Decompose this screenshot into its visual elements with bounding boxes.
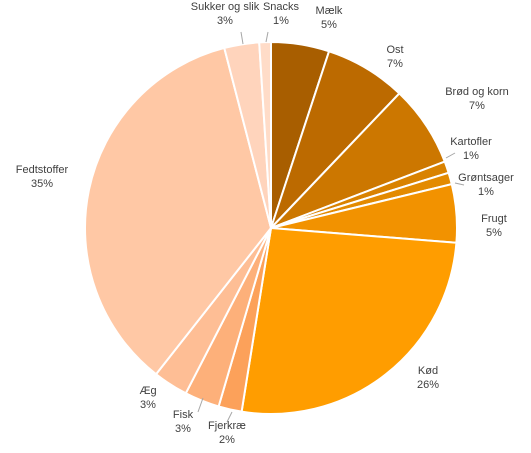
slice-label-percent: 1% (463, 150, 479, 162)
slice-label: Fedtstoffer 35% (16, 164, 69, 190)
slice-label-percent: 2% (219, 434, 235, 446)
slice-label-name: Snacks (263, 1, 300, 13)
slice-label-percent: 1% (478, 186, 494, 198)
slice-label-name: Kød (418, 365, 438, 377)
slice-label-percent: 5% (486, 227, 502, 239)
leader-line (240, 31, 244, 45)
slice-labels: Mælk 5%Ost 7%Brød og korn 7%Kartofler 1%Grøn… (16, 1, 514, 446)
leader-lines (197, 31, 465, 423)
leader-line (265, 31, 269, 43)
slice-label-name: Æg (139, 385, 156, 397)
pie-slices (83, 40, 458, 415)
slice-label: Brød og korn 7% (445, 86, 509, 112)
leader-line (226, 411, 233, 423)
slice-label: Mælk 5% (316, 5, 343, 31)
slice-label: Fjerkræ 2% (208, 420, 246, 446)
slice-label: Fisk 3% (173, 409, 194, 435)
slice-label: Kød 26% (417, 365, 439, 391)
slice-label: Kartofler 1% (450, 136, 492, 162)
slice-label-name: Grøntsager (458, 172, 514, 184)
leader-line (445, 152, 456, 159)
slice-label: Æg 3% (139, 385, 156, 411)
slice-label-percent: 5% (321, 19, 337, 31)
pie-slice-kød (240, 226, 458, 415)
slice-label-name: Ost (386, 44, 403, 56)
slice-label-percent: 7% (469, 100, 485, 112)
slice-label-percent: 26% (417, 379, 439, 391)
slice-label-percent: 35% (31, 178, 53, 190)
slice-label-name: Brød og korn (445, 86, 509, 98)
leader-line (454, 182, 465, 186)
slice-label-name: Kartofler (450, 136, 492, 148)
slice-label-name: Frugt (481, 213, 507, 225)
slice-label-percent: 7% (387, 58, 403, 70)
slice-label-percent: 3% (140, 399, 156, 411)
slice-label-name: Fedtstoffer (16, 164, 69, 176)
slice-label-name: Fisk (173, 409, 194, 421)
slice-label-name: Sukker og slik (191, 1, 260, 13)
pie-slice-fedtstoffer (83, 46, 273, 376)
slice-label-percent: 3% (217, 15, 233, 27)
slice-label: Grøntsager 1% (458, 172, 514, 198)
leader-line (197, 397, 204, 413)
slice-label-name: Fjerkræ (208, 420, 246, 432)
slice-label-percent: 3% (175, 423, 191, 435)
slice-label: Sukker og slik 3% (191, 1, 260, 27)
slice-label: Snacks 1% (263, 1, 300, 27)
pie-slice-snacks (258, 40, 272, 229)
slice-label: Ost 7% (386, 44, 403, 70)
slice-label-percent: 1% (273, 15, 289, 27)
slice-label: Frugt 5% (481, 213, 507, 239)
slice-label-name: Mælk (316, 5, 343, 17)
